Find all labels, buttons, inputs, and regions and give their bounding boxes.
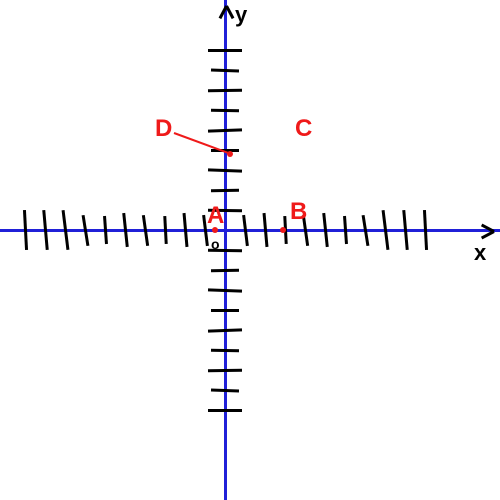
y-tick — [211, 348, 239, 351]
y-tick — [208, 88, 242, 92]
y-tick — [208, 49, 242, 52]
y-tick — [211, 188, 239, 191]
y-tick — [208, 288, 242, 292]
y-tick — [211, 108, 239, 111]
y-tick — [211, 68, 239, 72]
point-b-dot — [280, 227, 286, 233]
y-tick — [208, 168, 242, 172]
coordinate-plane: x y oA B C D — [0, 0, 500, 500]
y-tick — [211, 309, 239, 312]
point-b-label: B — [290, 198, 307, 226]
x-tick — [22, 210, 27, 250]
y-tick — [208, 128, 242, 132]
y-tick — [208, 368, 242, 372]
x-axis-label: x — [474, 240, 486, 266]
y-tick — [211, 268, 239, 271]
point-a-label: A — [207, 202, 224, 230]
y-axis-label: y — [235, 2, 247, 28]
origin-label: o — [211, 236, 220, 252]
x-tick — [422, 210, 427, 250]
y-tick — [208, 328, 242, 332]
y-tick — [208, 409, 242, 412]
y-tick — [211, 388, 239, 392]
x-tick — [163, 216, 167, 244]
x-tick — [103, 216, 108, 244]
x-tick — [343, 216, 348, 244]
point-c-label: C — [295, 115, 312, 143]
point-d-label: D — [155, 115, 172, 143]
